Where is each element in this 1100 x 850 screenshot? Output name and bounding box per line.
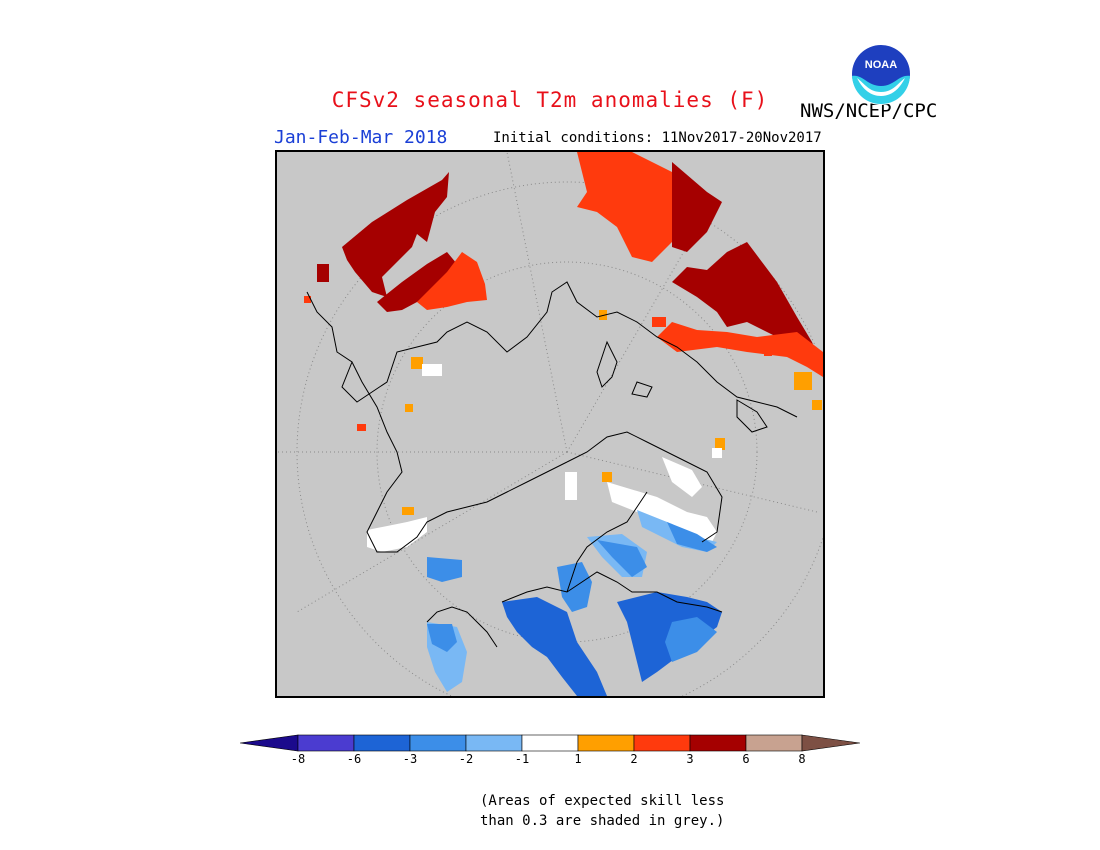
warm-anomaly-central-pacific xyxy=(577,152,677,262)
cool-anomaly-russia xyxy=(667,522,717,552)
legend-swatch-6 xyxy=(577,734,635,752)
legend-tick-label: -8 xyxy=(290,752,306,766)
legend-swatch-8 xyxy=(689,734,747,752)
noaa-logo-text: NOAA xyxy=(865,59,897,71)
legend-swatch-3 xyxy=(409,734,467,752)
skill-note-line-2: than 0.3 are shaded in grey.) xyxy=(480,813,725,829)
noaa-logo: NOAA xyxy=(849,42,913,106)
warm-anomaly-spot-atlantic xyxy=(304,296,311,303)
warm-anomaly-spot-china xyxy=(652,317,666,327)
legend-tick-label: -6 xyxy=(346,752,362,766)
cool-anomaly-northeast-us-light xyxy=(665,617,717,662)
warm-anomaly-arabia xyxy=(377,252,462,312)
legend-swatch-9 xyxy=(745,734,803,752)
warm-anomaly-spot-north-africa xyxy=(317,264,329,282)
map-graphic xyxy=(277,152,823,696)
legend-swatch-5 xyxy=(521,734,579,752)
legend-tick-label: 2 xyxy=(630,752,638,766)
initial-conditions-label: Initial conditions: 11Nov2017-20Nov2017 xyxy=(493,130,822,146)
near-normal-patches xyxy=(367,364,722,552)
legend-swatch-10 xyxy=(801,734,860,752)
skill-note: (Areas of expected skill less than 0.3 a… xyxy=(480,791,724,831)
warm-anomaly-spot-japan xyxy=(764,348,772,356)
cool-anomaly-hudson xyxy=(597,540,647,577)
legend-tick-label: 3 xyxy=(686,752,694,766)
coastlines xyxy=(306,281,798,648)
map-title: CFSv2 seasonal T2m anomalies (F) xyxy=(331,88,769,112)
warm-anomaly-spot-caribbean xyxy=(357,424,366,431)
warm-anomaly-southeast-asia xyxy=(657,322,823,377)
legend-swatch-0 xyxy=(240,734,299,752)
legend-tick-label: 8 xyxy=(798,752,806,766)
legend-tick-label: -2 xyxy=(458,752,474,766)
warm-anomaly-middle-east xyxy=(417,252,487,310)
legend-swatch-1 xyxy=(297,734,355,752)
color-legend xyxy=(240,733,860,753)
agency-label: NWS/NCEP/CPC xyxy=(800,100,938,122)
cool-anomaly-northern-us xyxy=(502,597,607,696)
anomaly-map xyxy=(275,150,825,698)
noaa-logo-icon: NOAA xyxy=(850,43,912,105)
legend-tick-label: -3 xyxy=(402,752,418,766)
legend-tick-label: 1 xyxy=(574,752,582,766)
legend-swatch-4 xyxy=(465,734,523,752)
skill-note-line-1: (Areas of expected skill less xyxy=(480,793,725,809)
warm-anomaly-africa xyxy=(342,172,449,297)
legend-swatch-7 xyxy=(633,734,691,752)
legend-tick-label: -1 xyxy=(514,752,530,766)
period-label: Jan-Feb-Mar 2018 xyxy=(274,127,448,148)
cool-anomaly-west-canada xyxy=(427,557,462,582)
cool-anomaly-alaska-mid xyxy=(427,624,457,652)
warm-anomaly-west-pacific xyxy=(672,162,722,252)
legend-swatch-2 xyxy=(353,734,411,752)
color-legend-bar xyxy=(240,734,860,752)
legend-tick-label: 6 xyxy=(742,752,750,766)
